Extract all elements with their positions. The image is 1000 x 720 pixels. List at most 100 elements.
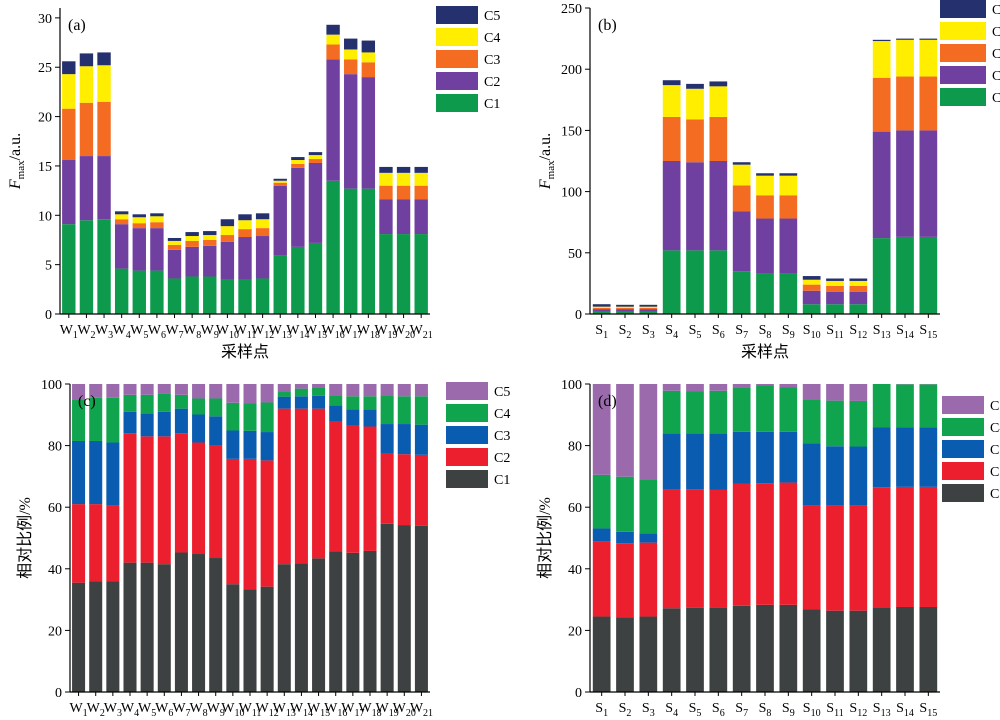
x-tick-label-sub: 5 — [151, 708, 156, 719]
x-tick-label: S12 — [849, 701, 867, 719]
x-tick-label: S2 — [619, 701, 632, 719]
x-tick-label-sub: 4 — [134, 708, 139, 719]
bar-segment-c5-w16 — [326, 24, 340, 35]
x-tick-label-base: W — [324, 701, 338, 716]
legend-label-c4: C4 — [494, 407, 510, 422]
x-tick-label-sub: 8 — [196, 330, 201, 341]
bar-segment-c3-w9 — [203, 239, 217, 246]
x-tick-label: W10 — [216, 323, 239, 341]
bar-segment-c4-w21 — [414, 172, 428, 186]
legend-swatch-c5 — [940, 0, 986, 18]
bar-segment-c3-s3 — [639, 533, 658, 543]
bar-segment-c4-w11 — [243, 403, 257, 431]
x-tick-label: S2 — [619, 323, 632, 341]
x-tick-label: W21 — [410, 701, 433, 719]
x-tick-label-base: W — [234, 323, 248, 338]
bar-segment-c2-w20 — [397, 454, 411, 526]
x-tick-label-sub: 21 — [423, 708, 433, 719]
legend: C5 C4 C3 C2 C1 — [942, 396, 1000, 502]
legend-swatch-c2 — [940, 66, 986, 84]
x-tick-label-base: W — [358, 701, 372, 716]
y-axis-title: Fmax/a.u. — [7, 133, 27, 190]
bar-segment-c3-w13 — [273, 182, 287, 186]
bar-segment-c1-w21 — [414, 234, 428, 314]
bar-segment-c2-s8 — [756, 218, 774, 274]
bar-segment-c4-s10 — [802, 279, 821, 285]
bar-segment-c4-s7 — [732, 387, 751, 432]
x-tick-label-sub: 9 — [790, 330, 795, 341]
x-tick-label: S4 — [665, 701, 678, 719]
bar-segment-c2-s11 — [826, 505, 844, 611]
x-tick-label-base: S — [782, 701, 790, 716]
x-tick-label: W21 — [410, 323, 433, 341]
x-tick-label-base: W — [113, 323, 127, 338]
bar-segment-c5-w20 — [397, 384, 411, 397]
bar-segment-c1-w13 — [277, 564, 291, 692]
x-tick-label-sub: 6 — [720, 708, 725, 719]
x-tick-label: W16 — [324, 701, 347, 719]
legend-label-c4: C4 — [990, 421, 1000, 436]
bar-segment-c5-s15 — [919, 38, 938, 40]
bar-segment-c4-s1 — [592, 306, 611, 308]
bar-segment-c1-w10 — [226, 584, 240, 692]
bar-segment-c5-s4 — [662, 80, 681, 86]
bar-segment-c2-w4 — [114, 224, 129, 269]
bar-segment-c3-w11 — [243, 430, 257, 459]
x-tick-label-base: S — [826, 323, 834, 338]
legend-swatch-c2 — [446, 448, 488, 466]
bar-segment-c2-w14 — [291, 167, 305, 247]
bar-segment-c5-s8 — [756, 173, 774, 176]
bar-segment-c2-s15 — [919, 130, 938, 237]
bar-segment-c4-w1 — [72, 399, 86, 441]
bar-segment-c2-w17 — [344, 74, 358, 189]
bar-segment-c2-w12 — [255, 236, 270, 279]
bar-segment-c1-w15 — [308, 242, 323, 314]
x-tick-label-base: W — [290, 701, 304, 716]
bar-segment-c1-w8 — [192, 554, 206, 692]
bar-segment-c3-w15 — [312, 395, 326, 409]
x-tick-label: W2 — [87, 701, 105, 719]
bar-segment-c2-s14 — [896, 486, 914, 607]
bar-segment-c2-w7 — [174, 433, 188, 553]
bar-segment-c1-w15 — [312, 558, 326, 692]
bar-segment-c2-w16 — [326, 59, 340, 181]
x-tick-label: W12 — [256, 701, 279, 719]
bar-segment-c2-w8 — [185, 246, 199, 277]
bar-segment-c5-s6 — [709, 384, 728, 391]
bar-segment-c4-w13 — [273, 180, 287, 183]
bar-segment-c3-s4 — [662, 433, 681, 490]
bar-segment-c5-w7 — [167, 237, 182, 241]
bar-segment-c1-s7 — [732, 271, 751, 314]
x-tick-label-sub: 11 — [834, 708, 844, 719]
bar-segment-c4-w4 — [123, 394, 137, 412]
x-tick-label-base: W — [138, 701, 152, 716]
x-tick-label-base: W — [273, 701, 287, 716]
x-tick-label-base: S — [919, 323, 927, 338]
bar-segment-c3-w6 — [150, 222, 164, 229]
x-tick-label-base: W — [87, 701, 101, 716]
bar-segment-c4-w18 — [361, 52, 376, 63]
legend-label-c3: C3 — [990, 443, 1000, 458]
bar-segment-c2-s4 — [662, 161, 681, 251]
x-tick-label-base: W — [77, 323, 91, 338]
x-tick-label-sub: 12 — [264, 330, 274, 341]
y-tick-label: 0 — [55, 686, 62, 701]
bar-segment-c3-s10 — [802, 284, 821, 291]
bar-segment-c2-s10 — [802, 290, 821, 305]
y-axis-title-sub: max — [15, 160, 27, 179]
bar-segment-c2-w6 — [150, 228, 164, 271]
bar-segment-c1-w11 — [243, 589, 257, 692]
bar-segment-c5-w19 — [380, 384, 394, 397]
bar-segment-c1-w2 — [89, 581, 103, 692]
bar-segment-c1-s1 — [592, 311, 611, 314]
x-tick-label: W8 — [189, 701, 207, 719]
bar-segment-c5-w9 — [203, 231, 217, 236]
y-axis-title-main: F — [7, 179, 24, 190]
bar-segment-c5-w6 — [157, 384, 171, 394]
bar-segment-c3-w9 — [209, 416, 223, 446]
x-tick-label-sub: 5 — [143, 330, 148, 341]
legend-label-c1: C1 — [484, 97, 500, 112]
bar-segment-c4-s13 — [872, 41, 891, 78]
x-tick-label-sub: 2 — [626, 330, 631, 341]
bar-segment-c2-s3 — [639, 542, 658, 617]
